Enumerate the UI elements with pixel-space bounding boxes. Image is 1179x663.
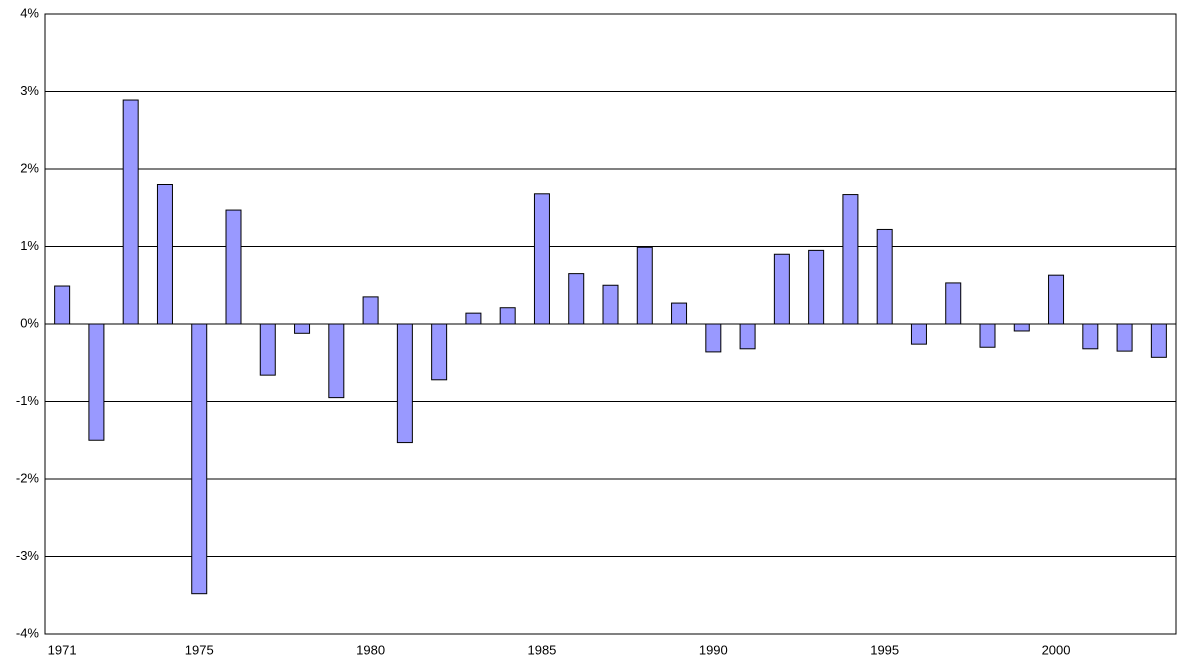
bar [568,273,585,325]
bar [499,307,516,325]
bar [602,284,619,325]
x-tick-label: 1971 [48,642,77,657]
bar [945,282,962,325]
x-tick-label: 1990 [699,642,728,657]
bar [225,209,242,325]
y-tick-label: -1% [16,393,40,408]
x-tick-label: 1980 [356,642,385,657]
bar [465,312,482,325]
bar [88,323,105,441]
bar [533,193,550,325]
y-tick-label: 4% [20,5,39,20]
bar [396,323,413,444]
y-tick-label: 2% [20,160,39,175]
bar [431,323,448,381]
bar [294,323,311,334]
bar [1150,323,1167,358]
bar [739,323,756,350]
bar [773,253,790,325]
bar [808,249,825,325]
y-tick-label: -3% [16,548,40,563]
bar [122,99,139,325]
bar [191,323,208,595]
bar [362,296,379,325]
y-tick-label: 3% [20,83,39,98]
x-tick-label: 2000 [1042,642,1071,657]
bar [1013,323,1030,332]
x-tick-label: 1995 [870,642,899,657]
bar [876,228,893,325]
bar [842,194,859,325]
x-tick-label: 1985 [527,642,556,657]
bar [636,246,653,325]
x-tick-label: 1975 [185,642,214,657]
bar [1082,323,1099,350]
bar [259,323,276,376]
y-tick-label: -2% [16,470,40,485]
bar [54,285,71,325]
bar [156,184,173,325]
bar [328,323,345,399]
y-tick-label: 1% [20,238,39,253]
bar [979,323,996,348]
bar [1048,274,1065,325]
y-tick-label: -4% [16,625,40,640]
bar [671,302,688,325]
bar [705,323,722,353]
bar [1116,323,1133,352]
bar [910,323,927,345]
y-tick-label: 0% [20,315,39,330]
